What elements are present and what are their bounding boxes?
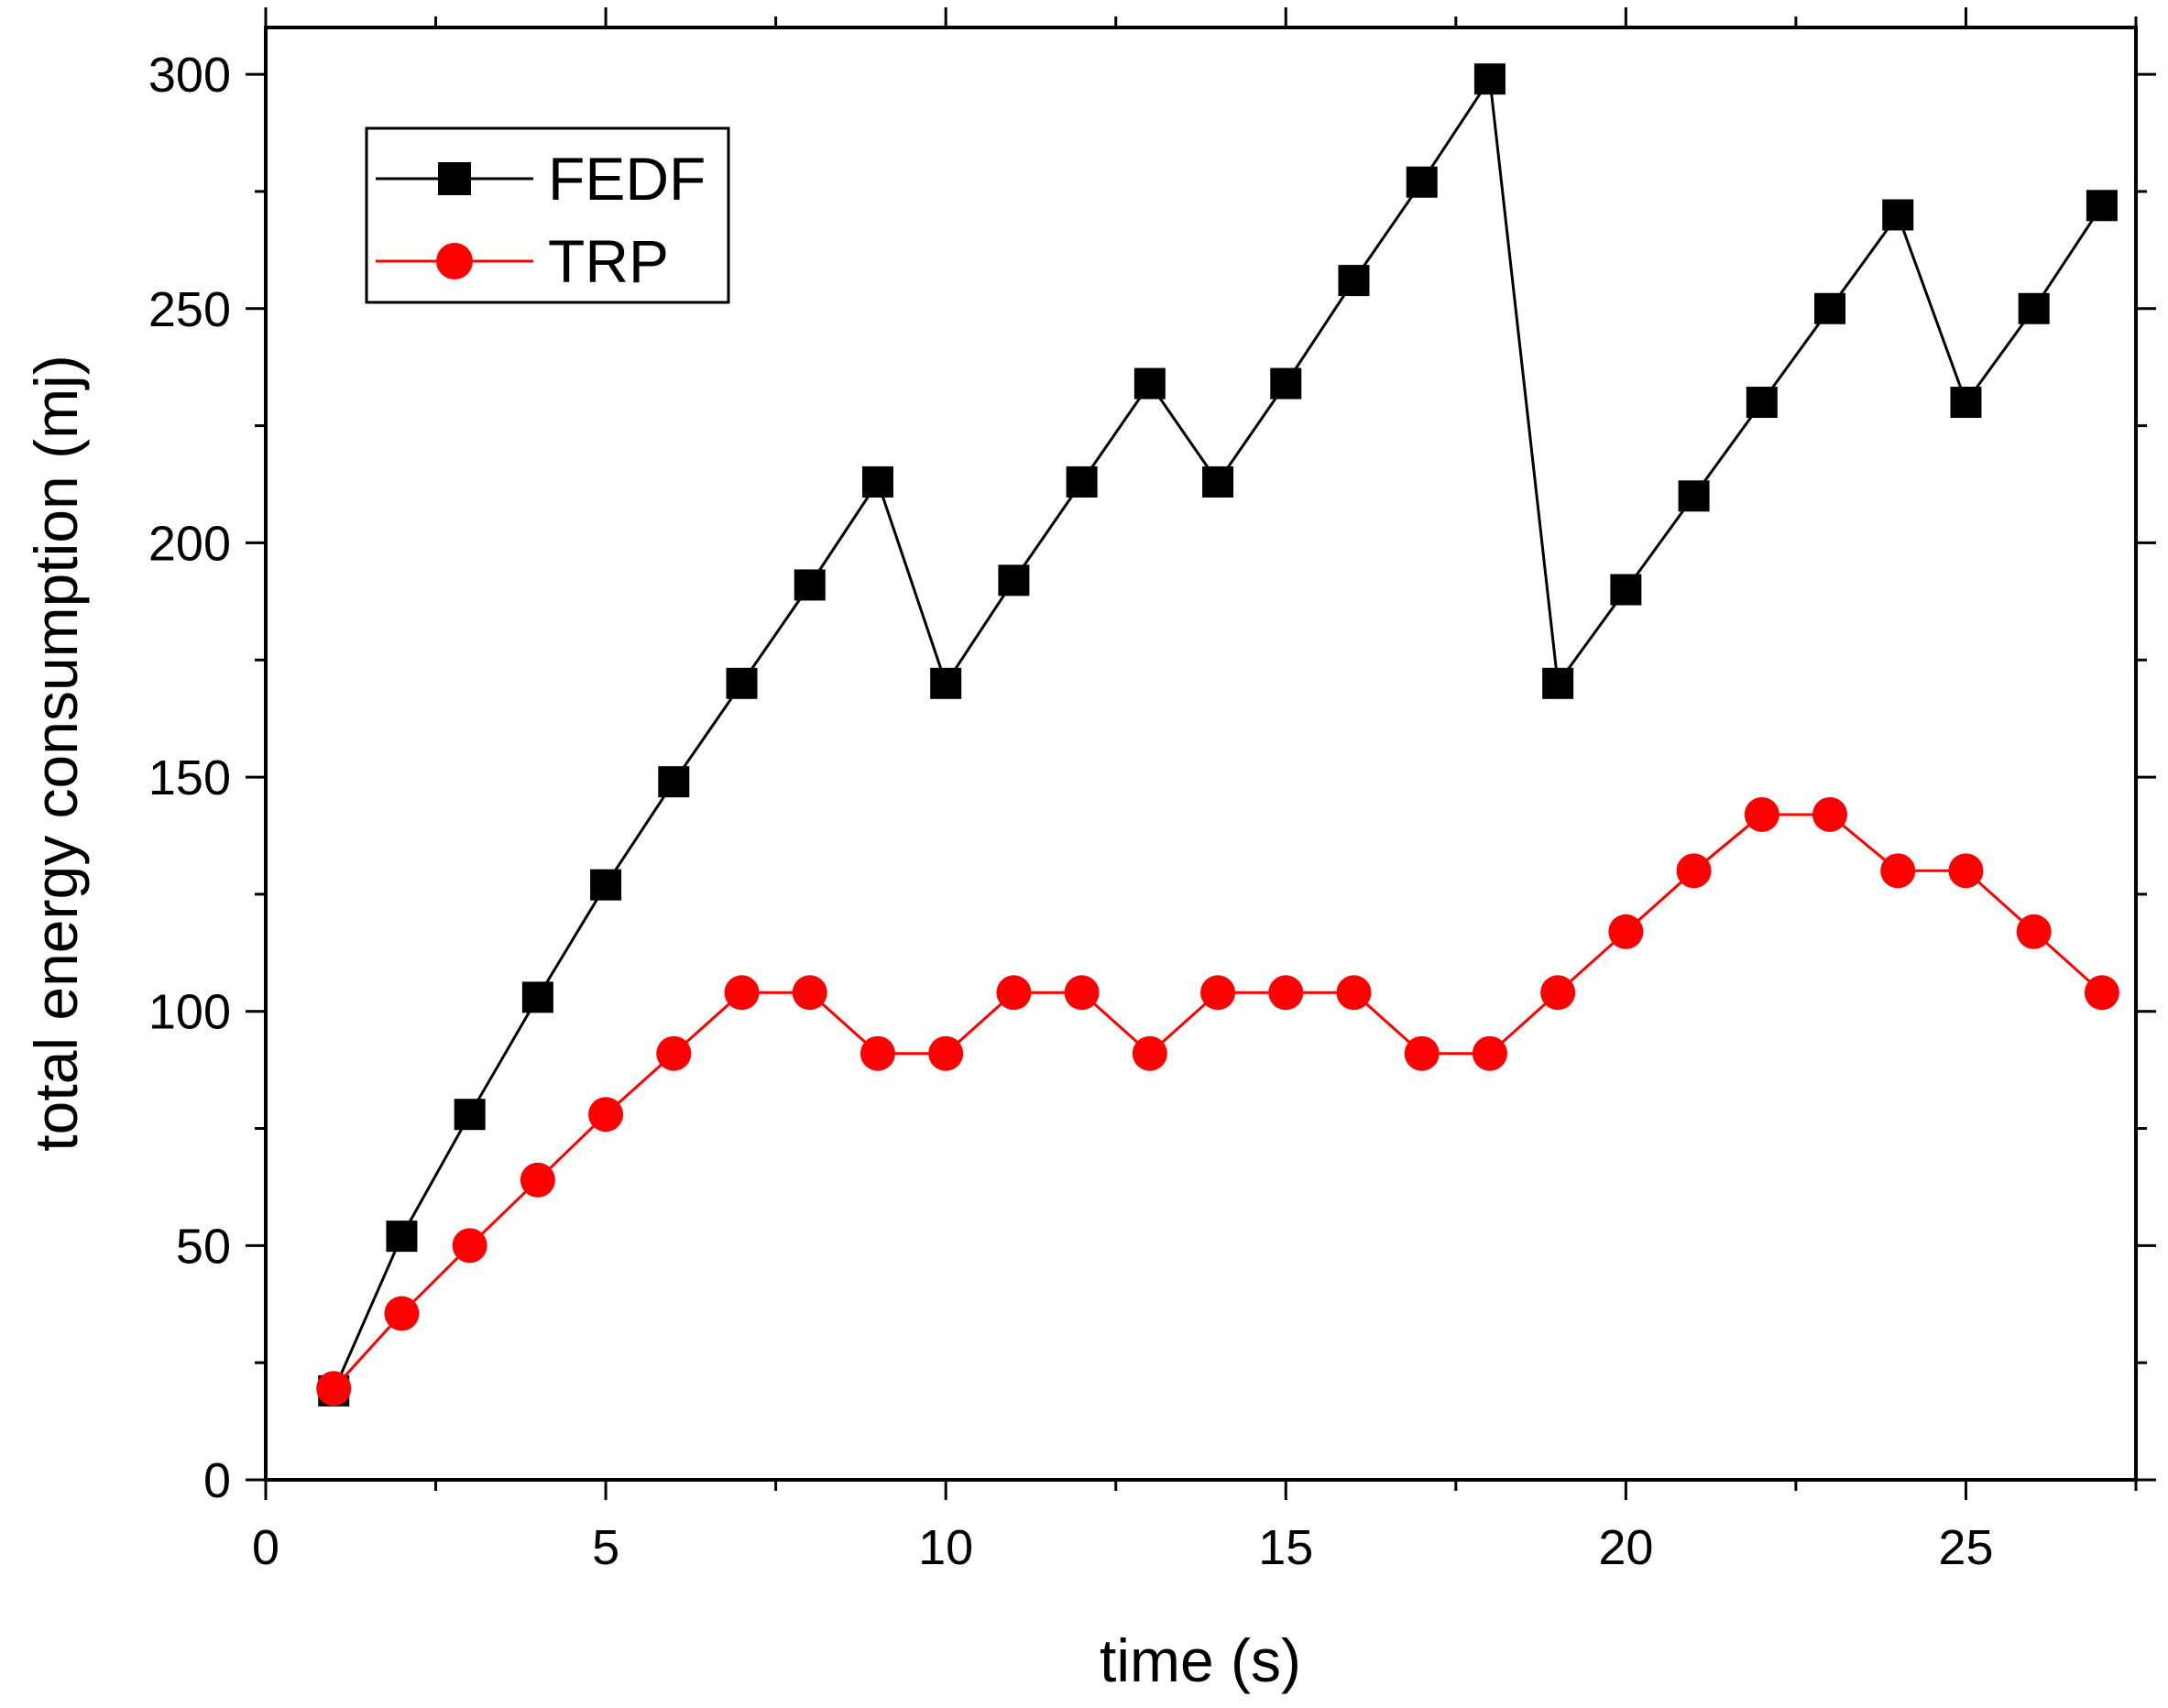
data-point-trp <box>588 1097 624 1133</box>
y-tick-label: 50 <box>176 1219 231 1274</box>
data-point-trp <box>1540 975 1576 1011</box>
data-point-trp <box>2016 914 2052 949</box>
data-point-fedf <box>794 569 826 601</box>
x-tick-label: 25 <box>1938 1520 1993 1575</box>
y-axis-title: total energy consumption (mj) <box>22 355 90 1151</box>
data-point-trp <box>1268 975 1304 1011</box>
legend-box <box>365 126 730 304</box>
data-point-fedf <box>726 667 758 699</box>
x-tick-label: 5 <box>592 1520 619 1575</box>
series-points-trp <box>316 796 2119 1407</box>
data-point-fedf <box>1066 465 1098 498</box>
data-point-trp <box>724 975 760 1011</box>
y-tick-label: 200 <box>148 516 231 571</box>
data-point-fedf <box>1542 667 1574 699</box>
data-point-trp <box>1472 1035 1507 1071</box>
data-point-fedf <box>1270 367 1302 400</box>
data-point-fedf <box>1406 166 1438 198</box>
x-tick-label: 10 <box>918 1520 973 1575</box>
x-tick-label: 15 <box>1258 1520 1313 1575</box>
data-point-trp <box>1132 1035 1167 1071</box>
x-axis-ticks: 0 5 10 15 20 25 <box>252 7 2138 1575</box>
data-point-trp <box>520 1162 555 1198</box>
data-point-fedf <box>1950 387 1982 419</box>
data-point-trp <box>384 1296 420 1331</box>
legend-label-trp: TRP <box>548 227 669 295</box>
data-point-trp <box>1404 1035 1440 1071</box>
data-point-fedf <box>930 667 962 699</box>
data-point-trp <box>2084 975 2119 1011</box>
data-point-fedf <box>1610 574 1642 606</box>
y-tick-label: 0 <box>203 1453 231 1508</box>
data-point-fedf <box>386 1221 418 1253</box>
data-point-trp <box>656 1035 692 1071</box>
plot-frame <box>264 26 2138 1482</box>
data-point-fedf <box>1473 63 1506 95</box>
data-point-trp <box>1200 975 1236 1011</box>
legend-marker-circle-icon <box>436 243 473 279</box>
data-point-fedf <box>1814 292 1846 324</box>
data-point-trp <box>1064 975 1100 1011</box>
data-point-fedf <box>998 564 1030 597</box>
data-point-fedf <box>2086 190 2118 222</box>
y-tick-label: 100 <box>148 985 231 1040</box>
x-tick-label: 20 <box>1598 1520 1653 1575</box>
data-point-trp <box>792 975 827 1011</box>
data-point-fedf <box>454 1099 486 1131</box>
data-point-fedf <box>2018 292 2050 324</box>
y-tick-label: 300 <box>148 48 231 103</box>
series-points-fedf <box>318 63 2118 1407</box>
data-point-fedf <box>521 981 553 1013</box>
data-point-trp <box>1336 975 1372 1011</box>
data-point-fedf <box>861 465 893 498</box>
series-layer <box>316 63 2119 1407</box>
data-point-fedf <box>658 766 690 798</box>
legend-marker-square-icon <box>438 162 471 195</box>
y-tick-label: 150 <box>148 750 231 805</box>
x-axis-title: time (s) <box>1100 1626 1301 1694</box>
data-point-fedf <box>1882 199 1914 231</box>
data-point-fedf <box>1746 387 1778 419</box>
data-point-fedf <box>1202 465 1234 498</box>
x-tick-label: 0 <box>252 1520 279 1575</box>
data-point-trp <box>1812 796 1848 832</box>
data-point-trp <box>860 1035 895 1071</box>
data-point-fedf <box>590 869 622 901</box>
data-point-fedf <box>1338 265 1370 297</box>
data-point-trp <box>1744 796 1779 832</box>
data-point-trp <box>1880 853 1916 889</box>
legend: FEDF TRP <box>365 126 730 304</box>
data-point-trp <box>316 1371 352 1407</box>
data-point-trp <box>452 1228 487 1264</box>
data-point-trp <box>1676 853 1712 889</box>
data-point-fedf <box>1133 367 1166 400</box>
data-point-trp <box>1608 914 1644 949</box>
data-point-trp <box>928 1035 964 1071</box>
legend-label-fedf: FEDF <box>548 145 706 213</box>
data-point-trp <box>1948 853 1984 889</box>
data-point-fedf <box>1678 480 1710 512</box>
data-point-trp <box>996 975 1032 1011</box>
y-tick-label: 250 <box>148 282 231 337</box>
y-axis-ticks: 0 50 100 150 200 250 300 <box>148 48 2156 1508</box>
